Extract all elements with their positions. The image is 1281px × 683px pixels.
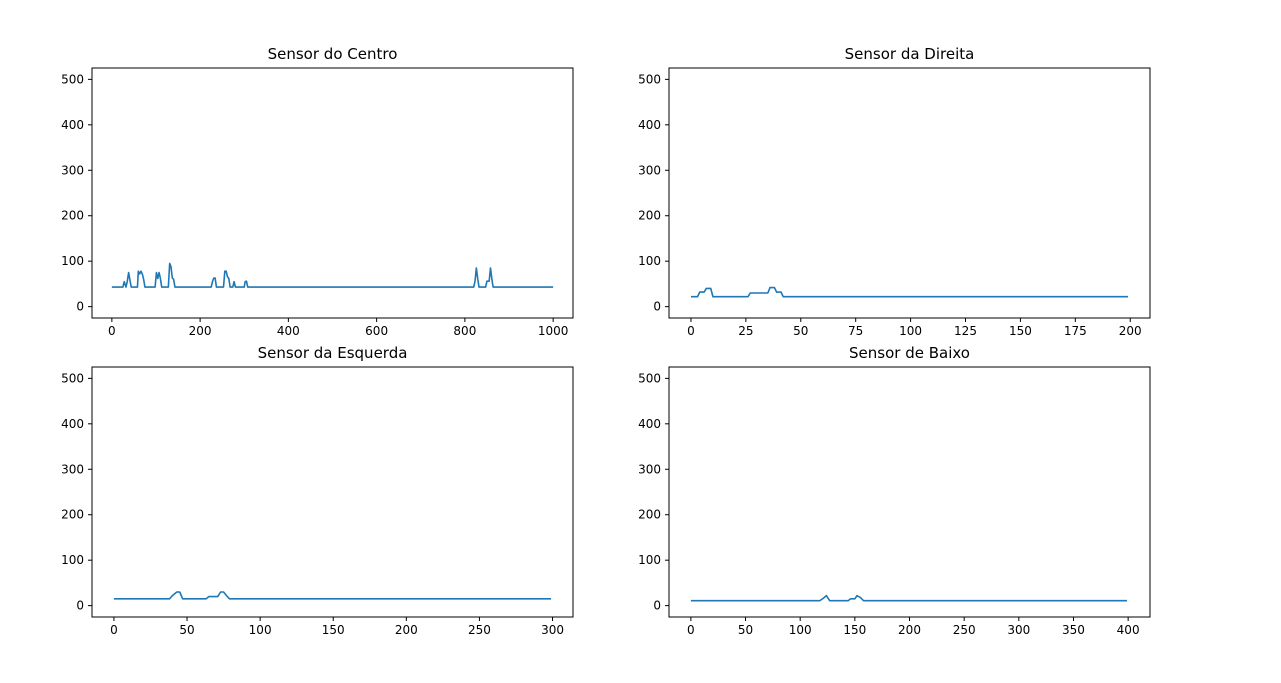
subplot-2: Sensor da Direita 0 25 50 75 100 125 150 175 200 0…: [638, 45, 1151, 338]
chart-title: Sensor da Esquerda: [258, 344, 408, 362]
series-line: [690, 286, 1129, 298]
chart-title: Sensor de Baixo: [849, 344, 970, 362]
x-tick-label: 200: [898, 623, 921, 637]
x-tick-label: 400: [1117, 623, 1140, 637]
axes-frame: [668, 67, 1151, 319]
x-tick-label: 0: [108, 324, 116, 338]
y-tick-label: 300: [61, 163, 84, 177]
y-tick-label: 500: [61, 72, 84, 86]
x-tick-label: 125: [954, 324, 977, 338]
x-tick-label: 400: [277, 324, 300, 338]
x-tick-label: 200: [1119, 324, 1142, 338]
x-tick-label: 300: [541, 623, 564, 637]
x-tick-label: 0: [687, 623, 695, 637]
y-tick-label: 400: [61, 118, 84, 132]
y-tick-label: 300: [638, 462, 661, 476]
y-tick-label: 300: [638, 163, 661, 177]
x-tick-label: 25: [738, 324, 753, 338]
x-tick-label: 0: [110, 623, 118, 637]
y-tick-label: 0: [76, 300, 84, 314]
axes-frame: [91, 67, 574, 319]
y-tick-label: 200: [638, 508, 661, 522]
x-tick-label: 175: [1064, 324, 1087, 338]
x-tick-label: 75: [848, 324, 863, 338]
y-tick-label: 200: [61, 508, 84, 522]
y-tick-label: 500: [638, 72, 661, 86]
x-tick-label: 800: [453, 324, 476, 338]
chart-title: Sensor do Centro: [268, 45, 398, 63]
x-tick-label: 350: [1062, 623, 1085, 637]
y-tick-label: 100: [61, 553, 84, 567]
x-tick-label: 0: [687, 324, 695, 338]
x-tick-label: 250: [953, 623, 976, 637]
y-tick-label: 300: [61, 462, 84, 476]
axes-frame: [668, 366, 1151, 618]
axes-frame: [91, 366, 574, 618]
x-tick-label: 300: [1007, 623, 1030, 637]
subplot-4: Sensor de Baixo 0 50 100 150 200 250 300 350 400 0…: [638, 344, 1151, 637]
x-tick-label: 600: [365, 324, 388, 338]
x-tick-label: 100: [249, 623, 272, 637]
y-tick-label: 400: [61, 417, 84, 431]
chart-title: Sensor da Direita: [845, 45, 975, 63]
x-tick-label: 1000: [538, 324, 569, 338]
y-tick-label: 200: [638, 209, 661, 223]
x-tick-label: 50: [738, 623, 753, 637]
y-tick-label: 100: [61, 254, 84, 268]
y-tick-label: 400: [638, 118, 661, 132]
y-tick-label: 0: [653, 599, 661, 613]
x-tick-label: 200: [189, 324, 212, 338]
subplot-1: Sensor do Centro 0 200 400 600 800 1000 0 100 200…: [61, 45, 574, 338]
x-tick-label: 100: [899, 324, 922, 338]
y-tick-label: 100: [638, 553, 661, 567]
y-tick-label: 500: [61, 371, 84, 385]
y-tick-label: 0: [653, 300, 661, 314]
x-tick-label: 50: [179, 623, 194, 637]
y-tick-label: 500: [638, 371, 661, 385]
x-tick-label: 150: [322, 623, 345, 637]
y-tick-label: 200: [61, 209, 84, 223]
x-tick-label: 150: [843, 623, 866, 637]
y-tick-label: 0: [76, 599, 84, 613]
x-tick-label: 200: [395, 623, 418, 637]
subplot-3: Sensor da Esquerda 0 50 100 150 200 250 300 0 100…: [61, 344, 574, 637]
series-line: [690, 594, 1128, 602]
y-tick-label: 100: [638, 254, 661, 268]
x-tick-label: 250: [468, 623, 491, 637]
y-tick-label: 400: [638, 417, 661, 431]
series-line: [111, 262, 554, 288]
x-tick-label: 100: [789, 623, 812, 637]
x-tick-label: 50: [793, 324, 808, 338]
series-line: [113, 591, 552, 600]
x-tick-label: 150: [1009, 324, 1032, 338]
